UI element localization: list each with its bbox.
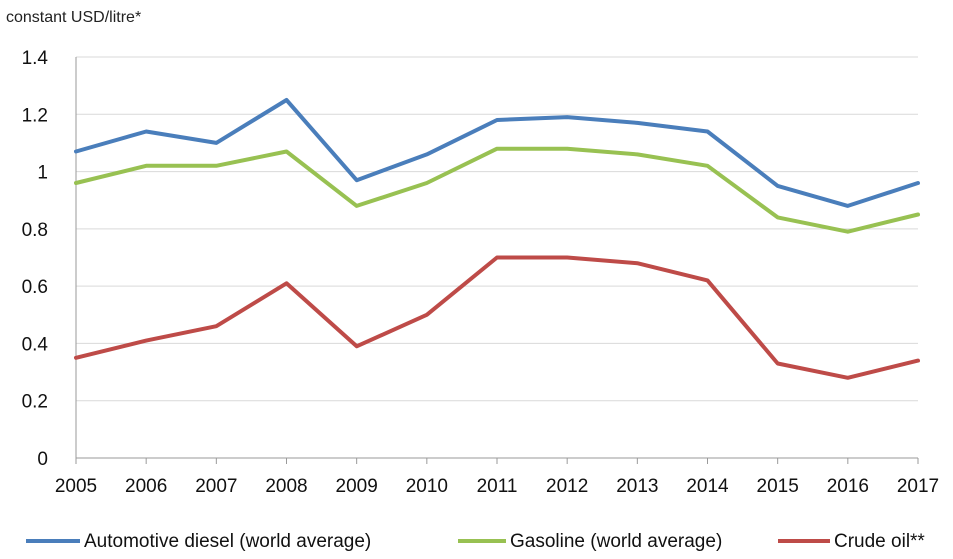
x-tick-label: 2010	[406, 476, 448, 497]
y-axis-unit-label: constant USD/litre*	[6, 9, 141, 26]
series-lines	[74, 98, 920, 380]
legend-label: Automotive diesel (world average)	[84, 531, 371, 552]
axes: 0 0.2 0.4 0.6 0.8 1 1.2 1.4 2005 2006 2007 2008 2009…	[22, 48, 940, 497]
x-tick-label: 2012	[546, 476, 588, 497]
y-tick-label: 1	[37, 163, 48, 184]
series-line-0	[74, 98, 920, 208]
x-tick-label: 2011	[477, 476, 518, 497]
x-tick-label: 2007	[195, 476, 237, 497]
y-tick-label: 0.8	[22, 220, 48, 241]
x-tick-label: 2015	[757, 476, 799, 497]
x-tick-label: 2016	[827, 476, 869, 497]
x-tick-label: 2009	[336, 476, 378, 497]
gridlines	[76, 56, 918, 459]
x-tick-label: 2006	[125, 476, 167, 497]
x-tick-label: 2008	[265, 476, 307, 497]
y-tick-label: 1.2	[22, 105, 48, 126]
series-line-2	[74, 255, 920, 380]
x-tick-label: 2005	[55, 476, 97, 497]
y-tick-label: 0.4	[22, 334, 49, 355]
legend: Automotive diesel (world average) Gasolin…	[26, 531, 925, 552]
y-tick-label: 0	[37, 449, 48, 470]
x-tick-label: 2017	[897, 476, 939, 497]
y-tick-label: 1.4	[22, 48, 49, 69]
legend-label: Gasoline (world average)	[510, 531, 722, 552]
y-tick-label: 0.2	[22, 392, 48, 413]
series-line-1	[74, 146, 920, 234]
legend-label: Crude oil**	[834, 531, 925, 552]
x-tick-label: 2014	[686, 476, 729, 497]
x-tick-label: 2013	[616, 476, 658, 497]
y-tick-label: 0.6	[22, 277, 48, 298]
